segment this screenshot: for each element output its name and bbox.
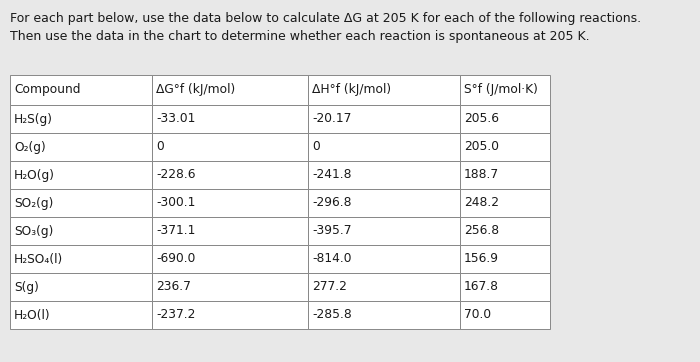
Bar [308,161,460,189]
Bar [10,133,152,161]
Bar [10,161,152,189]
Text: ΔG°f (kJ/mol): ΔG°f (kJ/mol) [156,84,235,97]
Text: -237.2: -237.2 [156,308,195,321]
Bar [10,273,152,301]
Bar [308,75,460,105]
Bar [460,133,550,161]
Bar [152,161,308,189]
Text: -33.01: -33.01 [156,113,195,126]
Bar [460,273,550,301]
Bar [460,189,550,217]
Text: For each part below, use the data below to calculate ΔG at 205 K for each of the: For each part below, use the data below … [10,12,641,25]
Text: -285.8: -285.8 [312,308,351,321]
Text: 156.9: 156.9 [464,253,499,265]
Bar [308,189,460,217]
Text: -228.6: -228.6 [156,168,195,181]
Bar [460,245,550,273]
Text: 70.0: 70.0 [464,308,491,321]
Bar [10,75,152,105]
Text: 277.2: 277.2 [312,281,347,294]
Bar [152,301,308,329]
Text: -814.0: -814.0 [312,253,351,265]
Bar [10,105,152,133]
Bar [152,245,308,273]
Text: 188.7: 188.7 [464,168,499,181]
Text: 205.0: 205.0 [464,140,499,153]
Bar [460,75,550,105]
Bar [10,245,152,273]
Text: 248.2: 248.2 [464,197,499,210]
Bar [308,133,460,161]
Bar [460,161,550,189]
Bar [152,105,308,133]
Bar [460,105,550,133]
Bar [308,105,460,133]
Text: O₂(g): O₂(g) [14,140,46,153]
Bar [10,301,152,329]
Bar [152,133,308,161]
Text: Then use the data in the chart to determine whether each reaction is spontaneous: Then use the data in the chart to determ… [10,30,589,43]
Text: 256.8: 256.8 [464,224,499,237]
Text: S(g): S(g) [14,281,39,294]
Text: 236.7: 236.7 [156,281,191,294]
Text: -20.17: -20.17 [312,113,351,126]
Bar [152,273,308,301]
Text: 0: 0 [312,140,320,153]
Text: -300.1: -300.1 [156,197,195,210]
Text: ΔH°f (kJ/mol): ΔH°f (kJ/mol) [312,84,391,97]
Bar [152,217,308,245]
Bar [308,301,460,329]
Text: H₂O(l): H₂O(l) [14,308,50,321]
Text: S°f (J/mol·K): S°f (J/mol·K) [464,84,538,97]
Bar [460,301,550,329]
Text: Compound: Compound [14,84,80,97]
Text: -690.0: -690.0 [156,253,195,265]
Text: 205.6: 205.6 [464,113,499,126]
Bar [10,189,152,217]
Text: -296.8: -296.8 [312,197,351,210]
Text: 0: 0 [156,140,164,153]
Text: H₂O(g): H₂O(g) [14,168,55,181]
Bar [460,217,550,245]
Text: -395.7: -395.7 [312,224,351,237]
Bar [152,189,308,217]
Bar [308,273,460,301]
Text: 167.8: 167.8 [464,281,499,294]
Bar [308,245,460,273]
Text: SO₃(g): SO₃(g) [14,224,53,237]
Text: -371.1: -371.1 [156,224,195,237]
Text: H₂SO₄(l): H₂SO₄(l) [14,253,63,265]
Text: SO₂(g): SO₂(g) [14,197,53,210]
Text: -241.8: -241.8 [312,168,351,181]
Bar [152,75,308,105]
Bar [308,217,460,245]
Bar [10,217,152,245]
Text: H₂S(g): H₂S(g) [14,113,53,126]
